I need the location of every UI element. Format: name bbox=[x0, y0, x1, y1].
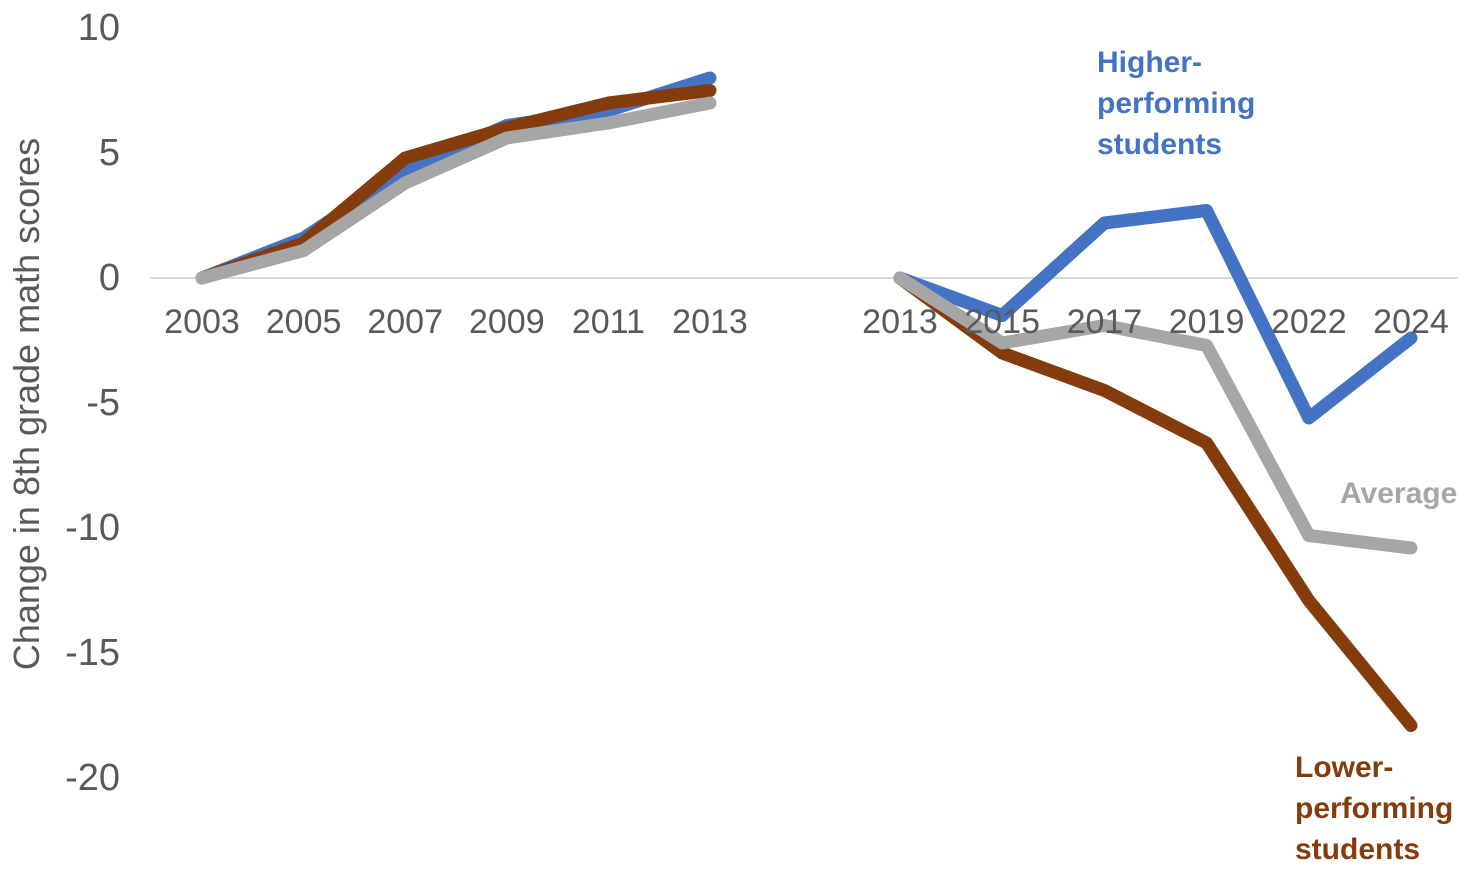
x-tick-label-left-2007: 2007 bbox=[367, 303, 443, 341]
x-tick-label-left-2003: 2003 bbox=[164, 303, 240, 341]
y-tick-label--15: -15 bbox=[65, 632, 120, 674]
series-label-higher-performing: Higher- performing students bbox=[1097, 46, 1256, 161]
x-tick-label-right-2013: 2013 bbox=[862, 303, 938, 341]
series-line-right-lower-performing bbox=[893, 271, 1418, 732]
x-tick-label-right-2015: 2015 bbox=[964, 303, 1040, 341]
y-tick-label-5: 5 bbox=[98, 132, 120, 174]
series-line-left-average bbox=[195, 96, 717, 285]
x-tick-label-right-2019: 2019 bbox=[1168, 303, 1245, 341]
series-label-lower-performing: Lower- performing students bbox=[1295, 751, 1454, 866]
y-tick-label--10: -10 bbox=[65, 507, 120, 549]
x-tick-label-left-2009: 2009 bbox=[468, 303, 545, 341]
x-tick-label-right-2022: 2022 bbox=[1270, 303, 1347, 341]
y-tick-label--20: -20 bbox=[65, 757, 120, 799]
series-label-average: Average bbox=[1340, 477, 1458, 510]
x-tick-label-left-2013: 2013 bbox=[672, 303, 748, 341]
x-tick-label-right-2024: 2024 bbox=[1373, 303, 1449, 341]
x-tick-label-right-2017: 2017 bbox=[1066, 303, 1143, 341]
y-tick-label-10: 10 bbox=[77, 7, 120, 49]
y-tick-label--5: -5 bbox=[86, 382, 120, 424]
series-line-right-higher-performing bbox=[893, 204, 1418, 425]
y-tick-label-0: 0 bbox=[98, 257, 120, 299]
x-tick-label-left-2005: 2005 bbox=[265, 303, 342, 341]
series-line-right-average bbox=[893, 271, 1418, 555]
x-tick-label-left-2011: 2011 bbox=[571, 303, 645, 341]
